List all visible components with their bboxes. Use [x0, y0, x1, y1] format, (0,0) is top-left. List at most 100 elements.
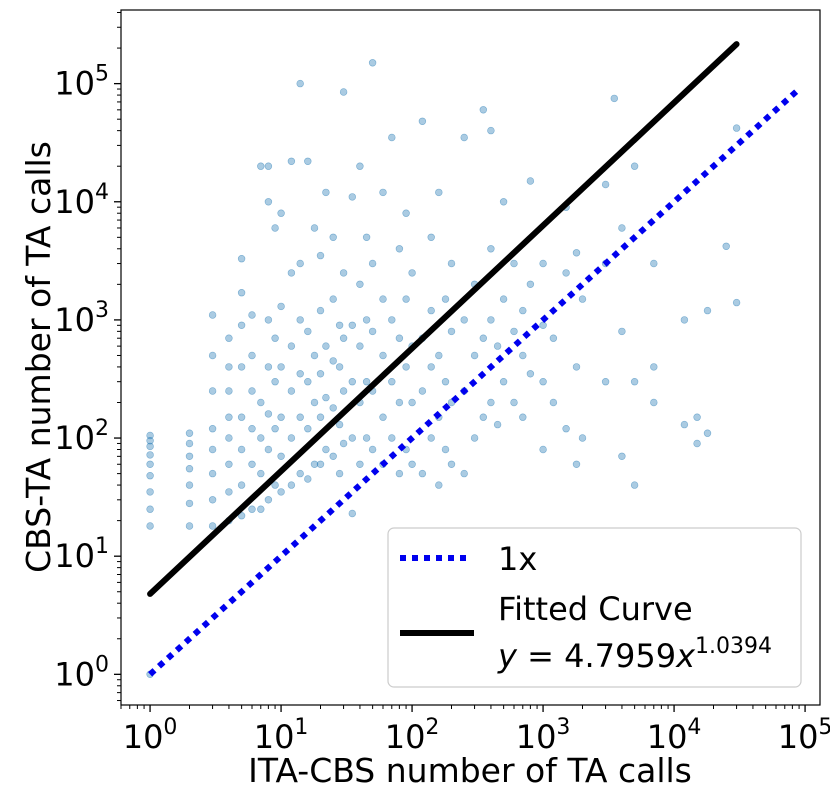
data-point	[435, 351, 443, 360]
data-point	[304, 157, 312, 166]
data-point	[264, 363, 273, 371]
data-point	[257, 505, 265, 513]
data-point	[146, 442, 154, 451]
data-point	[356, 460, 364, 468]
data-point	[287, 481, 296, 489]
y-axis-label: CBS-TA number of TA calls	[19, 141, 58, 573]
data-point	[435, 481, 443, 489]
data-point	[368, 59, 377, 67]
data-point	[208, 311, 217, 319]
data-point	[562, 425, 570, 433]
data-point	[339, 387, 348, 395]
data-point	[316, 370, 325, 378]
data-point	[287, 434, 296, 442]
data-point	[703, 306, 712, 315]
data-point	[248, 387, 256, 395]
data-point	[388, 378, 396, 386]
data-point	[146, 437, 154, 445]
data-point	[510, 327, 518, 336]
data-point	[304, 475, 312, 483]
data-point	[296, 370, 304, 378]
identity-line	[148, 86, 802, 677]
data-point	[339, 88, 348, 96]
data-point	[316, 460, 325, 468]
data-point	[539, 445, 547, 454]
data-point	[519, 413, 527, 421]
data-point	[519, 306, 527, 315]
data-point	[427, 434, 435, 442]
data-point	[185, 481, 194, 489]
data-point	[418, 117, 427, 126]
data-point	[185, 429, 194, 437]
data-point	[208, 387, 217, 395]
data-point	[519, 351, 527, 360]
data-point	[356, 280, 364, 288]
data-point	[368, 445, 377, 454]
legend-label-identity: 1x	[498, 540, 537, 578]
data-point	[447, 460, 456, 468]
data-point	[277, 488, 285, 496]
data-point	[732, 124, 741, 132]
data-point	[264, 496, 273, 504]
data-point	[362, 233, 371, 242]
data-point	[499, 378, 508, 386]
data-point	[296, 413, 304, 421]
data-point	[418, 469, 427, 478]
y-tick-label: 101	[54, 534, 109, 575]
fitted-curve-line	[147, 41, 740, 597]
x-tick-label: 104	[647, 715, 702, 756]
data-point	[408, 460, 416, 468]
data-point	[335, 469, 344, 478]
data-point	[296, 79, 304, 88]
data-point	[335, 420, 344, 429]
data-point	[237, 289, 246, 297]
data-point	[310, 398, 319, 407]
data-point	[208, 496, 217, 504]
data-point	[185, 452, 194, 460]
data-point	[487, 316, 495, 324]
data-point	[356, 342, 364, 350]
data-point	[146, 460, 154, 468]
data-point	[264, 162, 273, 170]
data-point	[277, 452, 285, 460]
data-point	[296, 469, 304, 478]
data-point	[493, 420, 502, 429]
data-point	[470, 351, 479, 360]
data-point	[146, 505, 154, 513]
data-point	[427, 363, 435, 371]
data-point	[578, 434, 587, 442]
data-point	[237, 255, 246, 263]
data-point	[335, 321, 344, 329]
data-point	[329, 233, 337, 242]
data-point	[630, 162, 639, 170]
data-point	[146, 488, 154, 496]
data-point	[395, 334, 404, 342]
data-point	[539, 378, 547, 386]
x-tick-label: 101	[254, 715, 309, 756]
data-point	[722, 242, 730, 251]
data-point	[237, 511, 246, 520]
x-tick-label: 102	[385, 715, 440, 756]
data-point	[146, 451, 154, 459]
data-point	[510, 398, 518, 407]
data-point	[348, 378, 356, 386]
data-point	[441, 445, 450, 454]
data-point	[277, 413, 285, 421]
data-point	[549, 334, 558, 342]
data-point	[257, 469, 265, 478]
data-point	[680, 420, 689, 429]
data-point	[348, 434, 356, 442]
data-point	[316, 306, 325, 315]
data-point	[379, 351, 387, 360]
data-point	[601, 180, 610, 189]
data-point	[329, 404, 337, 412]
y-tick-label: 100	[54, 652, 109, 693]
series-lines	[147, 41, 802, 677]
data-point	[322, 445, 330, 454]
data-point	[572, 363, 581, 371]
data-point	[618, 327, 626, 336]
data-point	[618, 224, 626, 232]
data-point	[693, 439, 701, 448]
data-point	[379, 413, 387, 421]
data-point	[322, 188, 330, 197]
